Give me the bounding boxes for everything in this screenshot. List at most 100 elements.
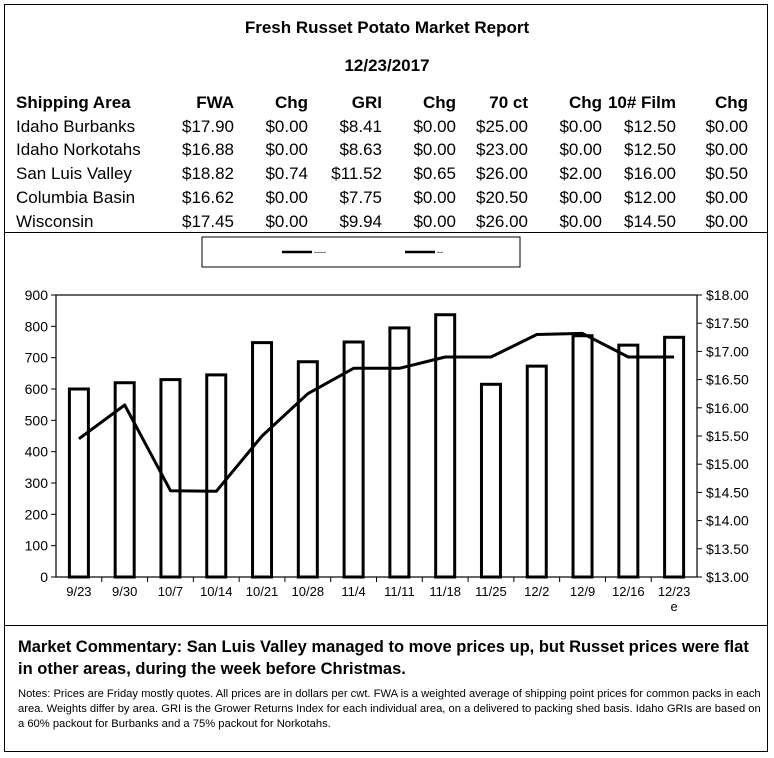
combo-chart: ---- --0100200300400500600700800900$13.00… xyxy=(25,236,749,614)
x-tick-label: 11/18 xyxy=(429,584,461,599)
table-row: San Luis Valley $18.82 $0.74 $11.52 $0.6… xyxy=(16,162,748,186)
x-tick-label: 9/23 xyxy=(66,584,91,599)
y-right-tick-label: $17.50 xyxy=(706,315,749,331)
y-left-tick-label: 0 xyxy=(40,569,48,585)
y-right-tick-label: $18.00 xyxy=(706,287,749,303)
y-right-tick-label: $13.50 xyxy=(706,541,749,557)
cell-fwa-chg: $0.00 xyxy=(265,188,308,208)
bar xyxy=(251,341,274,579)
x-tick-label: 12/16 xyxy=(612,584,645,599)
chart-commentary-divider xyxy=(4,625,768,626)
header-70ct: 70 ct xyxy=(489,92,528,112)
y-right-tick-label: $16.00 xyxy=(706,400,749,416)
report-title: Fresh Russet Potato Market Report xyxy=(244,18,530,37)
x-tick-label: 12/2 xyxy=(524,584,549,599)
table-chart-divider xyxy=(4,232,768,233)
cell-film-chg: $0.00 xyxy=(705,116,748,136)
cell-film-chg: $0.50 xyxy=(705,164,748,184)
cell-area: Idaho Norkotahs xyxy=(16,140,141,160)
line-series xyxy=(78,331,675,493)
cell-film: $12.00 xyxy=(624,188,676,208)
header-fwa: FWA xyxy=(196,92,234,112)
cell-film: $16.00 xyxy=(624,164,676,184)
y-left-tick-label: 100 xyxy=(25,538,49,554)
y-left-tick-label: 400 xyxy=(25,444,49,460)
y-left-tick-label: 600 xyxy=(25,381,49,397)
price-table: Shipping Area FWA Chg GRI Chg 70 ct Chg … xyxy=(16,91,748,234)
legend-label: -- xyxy=(437,247,443,257)
bar xyxy=(663,335,686,579)
cell-70ct: $25.00 xyxy=(476,116,528,136)
header-film-chg: Chg xyxy=(714,92,748,112)
cell-film: $12.50 xyxy=(624,140,676,160)
cell-70ct: $20.50 xyxy=(476,188,528,208)
y-left-tick-label: 700 xyxy=(25,350,49,366)
cell-gri-chg: $0.00 xyxy=(413,140,456,160)
cell-film: $14.50 xyxy=(624,211,676,231)
header-70ct-chg: Chg xyxy=(568,92,602,112)
cell-gri: $9.94 xyxy=(339,211,382,231)
bar xyxy=(342,340,365,579)
x-tick-note: e xyxy=(670,599,677,614)
cell-fwa-chg: $0.00 xyxy=(265,140,308,160)
cell-gri: $7.75 xyxy=(339,188,382,208)
y-right-tick-label: $14.00 xyxy=(706,513,749,529)
y-left-tick-label: 800 xyxy=(25,318,49,334)
x-tick-label: 12/9 xyxy=(570,584,595,599)
cell-area: Idaho Burbanks xyxy=(16,116,136,136)
bar xyxy=(525,364,548,579)
report-date: 12/23/2017 xyxy=(344,56,430,75)
x-tick-label: 11/25 xyxy=(475,584,507,599)
x-tick-label: 10/14 xyxy=(200,584,233,599)
cell-fwa: $18.82 xyxy=(182,164,234,184)
x-tick-label: 10/21 xyxy=(246,584,279,599)
x-tick-label: 11/4 xyxy=(341,584,365,599)
x-tick-label: 12/23 xyxy=(658,584,691,599)
bar xyxy=(571,334,594,579)
cell-70ct-chg: $0.00 xyxy=(559,140,602,160)
header-gri-chg: Chg xyxy=(422,92,456,112)
cell-70ct: $23.00 xyxy=(476,140,528,160)
plot-area xyxy=(55,294,698,578)
x-tick-label: 10/28 xyxy=(292,584,325,599)
bar xyxy=(113,381,136,579)
y-left-tick-label: 300 xyxy=(25,475,49,491)
bar xyxy=(617,343,640,579)
header-shipping-area: Shipping Area xyxy=(16,92,131,112)
bar xyxy=(388,326,411,579)
cell-fwa: $17.90 xyxy=(182,116,234,136)
cell-70ct-chg: $0.00 xyxy=(559,188,602,208)
y-left-tick-label: 500 xyxy=(25,412,49,428)
cell-film-chg: $0.00 xyxy=(705,188,748,208)
y-right-tick-label: $15.50 xyxy=(706,428,749,444)
cell-70ct: $26.00 xyxy=(476,211,528,231)
cell-gri: $8.63 xyxy=(339,140,382,160)
report-frame xyxy=(4,4,768,752)
table-row: Idaho Burbanks $17.90 $0.00 $8.41 $0.00 … xyxy=(16,115,748,139)
cell-area: San Luis Valley xyxy=(16,164,132,184)
market-commentary: Market Commentary: San Luis Valley manag… xyxy=(18,638,749,678)
y-right-tick-label: $16.50 xyxy=(706,372,749,388)
cell-fwa: $16.88 xyxy=(182,140,234,160)
legend-label: ---- xyxy=(314,247,326,257)
header-gri: GRI xyxy=(351,92,382,112)
cell-fwa: $16.62 xyxy=(182,188,234,208)
cell-area: Wisconsin xyxy=(16,211,94,231)
legend-box xyxy=(201,236,521,268)
cell-fwa-chg: $0.00 xyxy=(265,116,308,136)
y-right-tick-label: $13.00 xyxy=(706,569,749,585)
y-left-tick-label: 900 xyxy=(25,287,49,303)
cell-70ct-chg: $0.00 xyxy=(559,116,602,136)
cell-film-chg: $0.00 xyxy=(705,211,748,231)
y-left-tick-label: 200 xyxy=(25,506,49,522)
table-row: Columbia Basin $16.62 $0.00 $7.75 $0.00 … xyxy=(16,186,748,210)
cell-area: Columbia Basin xyxy=(16,188,136,208)
x-tick-label: 10/7 xyxy=(158,584,183,599)
cell-70ct-chg: $2.00 xyxy=(559,164,602,184)
cell-film-chg: $0.00 xyxy=(705,140,748,160)
table-header-row: Shipping Area FWA Chg GRI Chg 70 ct Chg … xyxy=(16,91,748,115)
y-right-tick-label: $14.50 xyxy=(706,484,749,500)
cell-fwa-chg: $0.00 xyxy=(265,211,308,231)
bar xyxy=(434,313,457,579)
table-row: Wisconsin $17.45 $0.00 $9.94 $0.00 $26.0… xyxy=(16,210,748,234)
